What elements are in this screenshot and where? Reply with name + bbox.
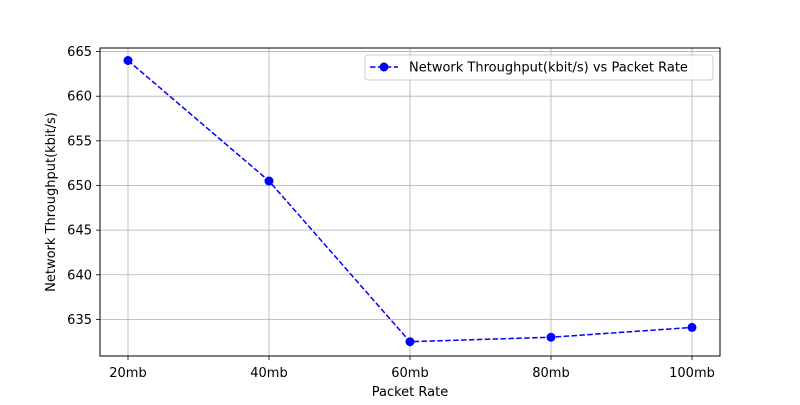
data-point [687, 322, 697, 332]
x-tick-label: 60mb [391, 366, 428, 381]
legend: Network Throughput(kbit/s) vs Packet Rat… [364, 54, 714, 81]
y-tick-label: 655 [67, 134, 92, 149]
legend-marker-swatch [379, 62, 389, 72]
y-tick-label: 665 [67, 45, 92, 60]
y-tick-label: 650 [67, 179, 92, 194]
grid [100, 48, 720, 356]
y-tick-label: 660 [67, 90, 92, 105]
y-tick-label: 635 [67, 313, 92, 328]
data-point [264, 176, 274, 186]
axis-ticks: 20mb 40mb 60mb 80mb 100mb 635 640 645 650 655 660 6… [67, 45, 715, 381]
x-tick-label: 20mb [109, 366, 146, 381]
data-point [405, 337, 415, 347]
legend-box [364, 54, 714, 81]
y-axis-label: Network Throughput(kbit/s) [44, 112, 59, 292]
legend-label: Network Throughput(kbit/s) vs Packet Rat… [409, 61, 688, 76]
x-axis-label: Packet Rate [372, 385, 448, 400]
data-point [546, 332, 556, 342]
x-tick-label: 80mb [532, 366, 569, 381]
series-layer [123, 55, 697, 347]
y-tick-label: 645 [67, 224, 92, 239]
x-tick-label: 100mb [669, 366, 715, 381]
y-tick-label: 640 [67, 268, 92, 283]
data-point [123, 55, 133, 65]
x-tick-label: 40mb [250, 366, 287, 381]
